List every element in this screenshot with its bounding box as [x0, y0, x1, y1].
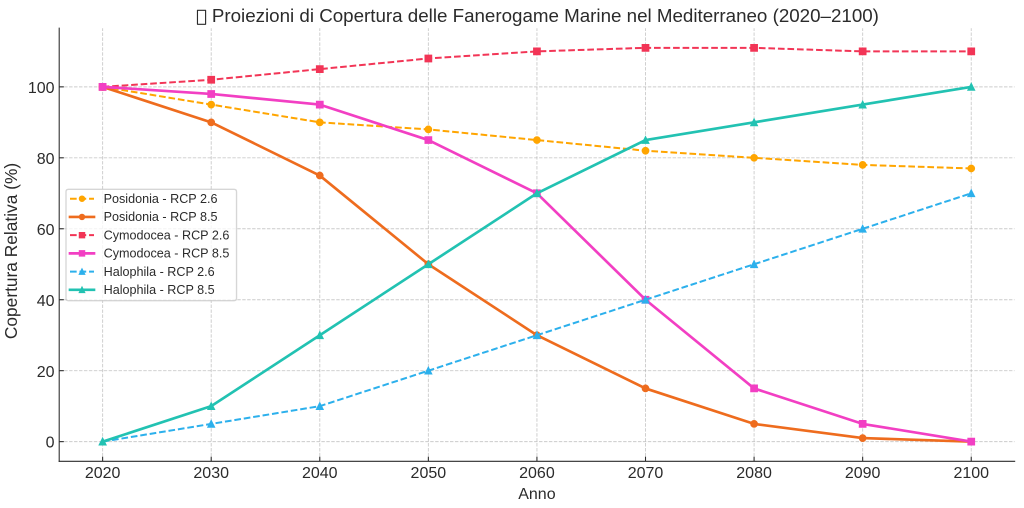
svg-text:Halophila - RCP 2.6: Halophila - RCP 2.6 [104, 265, 215, 279]
svg-text:2040: 2040 [302, 465, 338, 482]
svg-text:2080: 2080 [736, 465, 772, 482]
svg-text:Posidonia - RCP 2.6: Posidonia - RCP 2.6 [104, 192, 218, 206]
svg-text:2100: 2100 [953, 465, 989, 482]
svg-text:60: 60 [37, 222, 55, 239]
svg-text:40: 40 [37, 293, 55, 310]
svg-text:2050: 2050 [411, 465, 447, 482]
svg-text:2090: 2090 [845, 465, 881, 482]
svg-text:100: 100 [28, 80, 55, 97]
svg-text:80: 80 [37, 151, 55, 168]
svg-text:2070: 2070 [628, 465, 664, 482]
svg-text:Cymodocea - RCP 2.6: Cymodocea - RCP 2.6 [104, 228, 230, 242]
svg-text:Cymodocea - RCP 8.5: Cymodocea - RCP 8.5 [104, 247, 230, 261]
svg-text:2030: 2030 [193, 465, 229, 482]
svg-text:20: 20 [37, 364, 55, 381]
svg-text:2020: 2020 [85, 465, 121, 482]
svg-text:Copertura Relativa (%): Copertura Relativa (%) [1, 163, 21, 339]
svg-text:2060: 2060 [519, 465, 555, 482]
svg-text:Posidonia - RCP 8.5: Posidonia - RCP 8.5 [104, 210, 218, 224]
svg-text:Anno: Anno [518, 486, 555, 503]
svg-text:Halophila - RCP 8.5: Halophila - RCP 8.5 [104, 283, 215, 297]
svg-text:0: 0 [46, 435, 55, 452]
svg-text:Proiezioni di Copertura delle: Proiezioni di Copertura delle Fanerogame… [212, 5, 879, 26]
